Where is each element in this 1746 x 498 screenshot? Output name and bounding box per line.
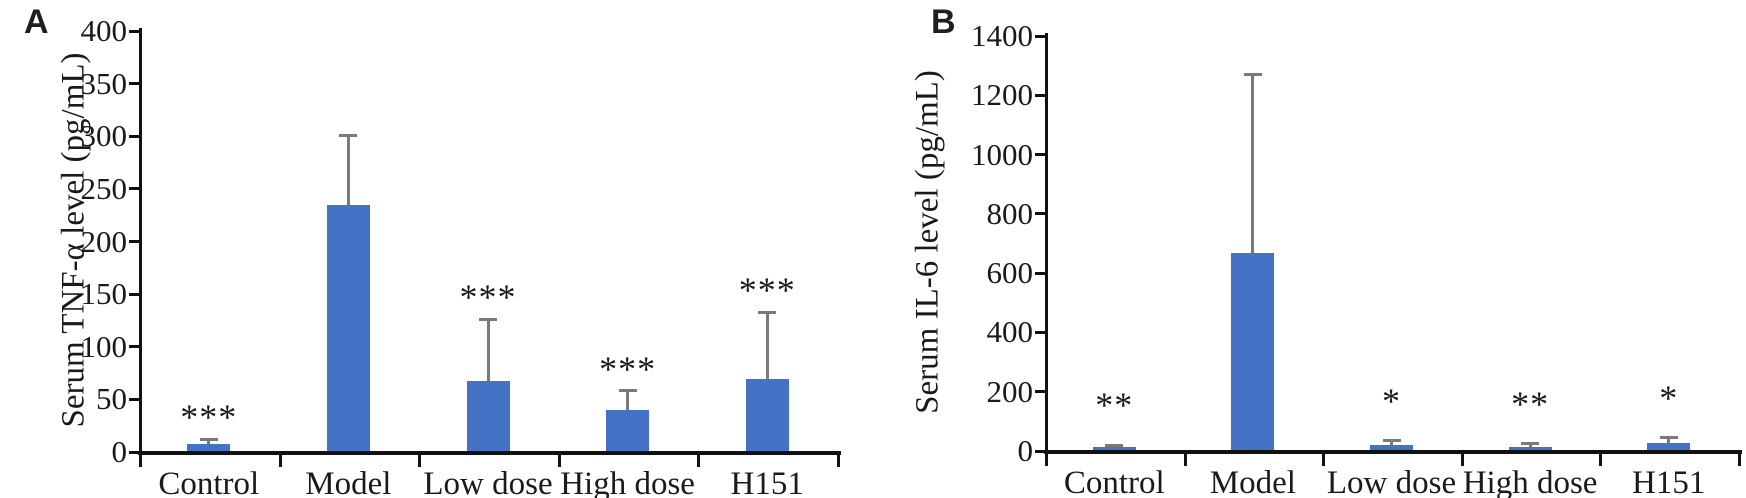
- x-axis-boundary-tick: [1738, 454, 1741, 466]
- y-tick-label-50: 50: [96, 381, 127, 417]
- significance-marker-control: **: [1095, 385, 1134, 426]
- x-tick-label-control: Control: [1063, 465, 1165, 498]
- y-axis-tick-300: [129, 134, 139, 138]
- x-tick-label-low-dose: Low dose: [423, 466, 553, 498]
- y-tick-label-200: 200: [80, 223, 128, 259]
- significance-marker-high-dose: ***: [599, 348, 657, 389]
- error-bar-cap-h151: [758, 310, 777, 314]
- x-axis-boundary-tick: [139, 455, 142, 467]
- y-axis-tick-1000: [1035, 153, 1045, 157]
- y-axis-tick-1400: [1035, 34, 1045, 38]
- x-axis-boundary-tick: [837, 455, 840, 467]
- error-bar-cap-low-dose: [479, 317, 497, 321]
- error-bar-cap-h151: [1659, 436, 1678, 440]
- x-axis-line: [1044, 450, 1742, 454]
- error-bar-cap-control: [199, 437, 218, 441]
- y-axis-tick-0: [1035, 449, 1045, 453]
- y-tick-label-200: 200: [986, 373, 1034, 409]
- y-axis-tick-200: [1035, 390, 1045, 394]
- x-axis-boundary-tick: [697, 455, 701, 467]
- error-bar-h151: [1667, 437, 1671, 443]
- y-tick-label-250: 250: [80, 170, 128, 206]
- bar-high-dose: [1508, 446, 1552, 453]
- significance-marker-control: ***: [180, 397, 238, 438]
- y-axis-tick-800: [1035, 212, 1045, 216]
- y-axis-tick-250: [129, 187, 139, 191]
- x-axis-boundary-tick: [1183, 454, 1187, 466]
- y-tick-label-1000: 1000: [971, 136, 1033, 172]
- x-tick-label-control: Control: [158, 466, 260, 498]
- y-tick-label-300: 300: [80, 118, 128, 154]
- x-axis-boundary-tick: [1322, 454, 1326, 466]
- y-axis-tick-100: [129, 345, 139, 349]
- significance-marker-h151: *: [1659, 377, 1679, 418]
- y-axis-line: [1045, 33, 1048, 454]
- y-axis-tick-400: [129, 29, 139, 33]
- error-bar-low-dose: [486, 319, 490, 382]
- y-axis-tick-200: [129, 240, 139, 243]
- y-tick-label-400: 400: [80, 13, 128, 48]
- x-tick-label-h151: H151: [1632, 465, 1706, 498]
- x-tick-label-low-dose: Low dose: [1326, 465, 1457, 498]
- error-bar-h151: [765, 312, 769, 380]
- error-bar-cap-high-dose: [618, 389, 637, 393]
- error-bar-cap-control: [1105, 443, 1124, 447]
- bar-low-dose: [466, 381, 510, 454]
- y-tick-label-150: 150: [80, 276, 128, 312]
- y-axis-line: [139, 28, 142, 455]
- error-bar-cap-low-dose: [1382, 439, 1401, 443]
- x-axis-line: [138, 451, 841, 455]
- significance-marker-low-dose: *: [1382, 380, 1401, 421]
- y-axis-tick-600: [1035, 271, 1045, 275]
- panel-a-letter: A: [24, 3, 49, 41]
- y-tick-label-100: 100: [80, 328, 128, 364]
- error-bar-low-dose: [1390, 440, 1393, 446]
- x-axis-boundary-tick: [278, 455, 282, 467]
- x-tick-label-high-dose: High dose: [1462, 465, 1598, 498]
- significance-marker-high-dose: **: [1511, 383, 1550, 424]
- x-axis-boundary-tick: [1460, 454, 1464, 466]
- y-tick-label-1200: 1200: [971, 77, 1033, 113]
- y-axis-tick-150: [129, 292, 139, 296]
- bar-h151: [1647, 442, 1691, 453]
- y-axis-tick-50: [129, 397, 139, 401]
- panel-b-y-axis-title: Serum IL-6 level (pg/mL): [909, 70, 946, 414]
- x-tick-label-model: Model: [305, 466, 392, 498]
- bar-control: [187, 443, 231, 454]
- y-tick-label-0: 0: [111, 434, 128, 469]
- x-axis-boundary-tick: [557, 455, 561, 467]
- error-bar-high-dose: [626, 390, 630, 410]
- y-axis-tick-400: [1035, 330, 1045, 334]
- y-axis-tick-350: [129, 82, 139, 86]
- x-axis-boundary-tick: [1045, 454, 1048, 466]
- error-bar-model: [1251, 74, 1255, 253]
- y-tick-label-1400: 1400: [971, 18, 1033, 53]
- bar-low-dose: [1370, 445, 1413, 453]
- error-bar-cap-model: [339, 133, 358, 137]
- bar-model: [326, 204, 370, 454]
- x-axis-boundary-tick: [1599, 454, 1603, 466]
- bar-high-dose: [606, 409, 650, 454]
- x-tick-label-high-dose: High dose: [560, 466, 695, 498]
- panel-b-letter: B: [931, 3, 956, 41]
- bar-h151: [745, 379, 789, 454]
- y-tick-label-0: 0: [1017, 433, 1034, 468]
- error-bar-model: [346, 135, 350, 205]
- y-axis-tick-1200: [1035, 93, 1045, 97]
- error-bar-cap-high-dose: [1521, 442, 1540, 446]
- error-bar-control: [207, 439, 211, 444]
- y-tick-label-600: 600: [986, 255, 1034, 291]
- y-tick-label-400: 400: [986, 314, 1034, 350]
- x-axis-boundary-tick: [418, 455, 422, 467]
- y-axis-tick-0: [129, 450, 139, 454]
- error-bar-cap-model: [1243, 73, 1262, 77]
- y-tick-label-800: 800: [986, 195, 1034, 231]
- x-tick-label-h151: H151: [730, 466, 804, 498]
- significance-marker-h151: ***: [738, 270, 796, 311]
- x-tick-label-model: Model: [1209, 465, 1296, 498]
- bar-model: [1231, 252, 1275, 453]
- y-tick-label-350: 350: [80, 65, 128, 101]
- significance-marker-low-dose: ***: [459, 277, 517, 318]
